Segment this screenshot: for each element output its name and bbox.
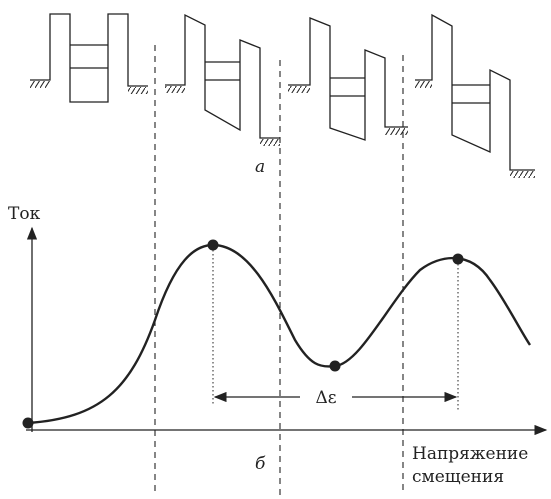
delta-label: Δε	[315, 388, 336, 408]
guides	[154, 45, 404, 495]
label-b: б	[255, 454, 266, 474]
point	[452, 253, 464, 265]
x-axis-label: смещения	[412, 467, 504, 487]
point	[329, 360, 341, 372]
point	[207, 239, 219, 251]
label-a: а	[255, 157, 265, 177]
current-curve	[27, 243, 531, 425]
point	[22, 417, 34, 429]
x-axis-label: Напряжение	[412, 444, 528, 464]
y-axis-label: Ток	[8, 204, 41, 224]
band-diagrams	[30, 13, 535, 178]
